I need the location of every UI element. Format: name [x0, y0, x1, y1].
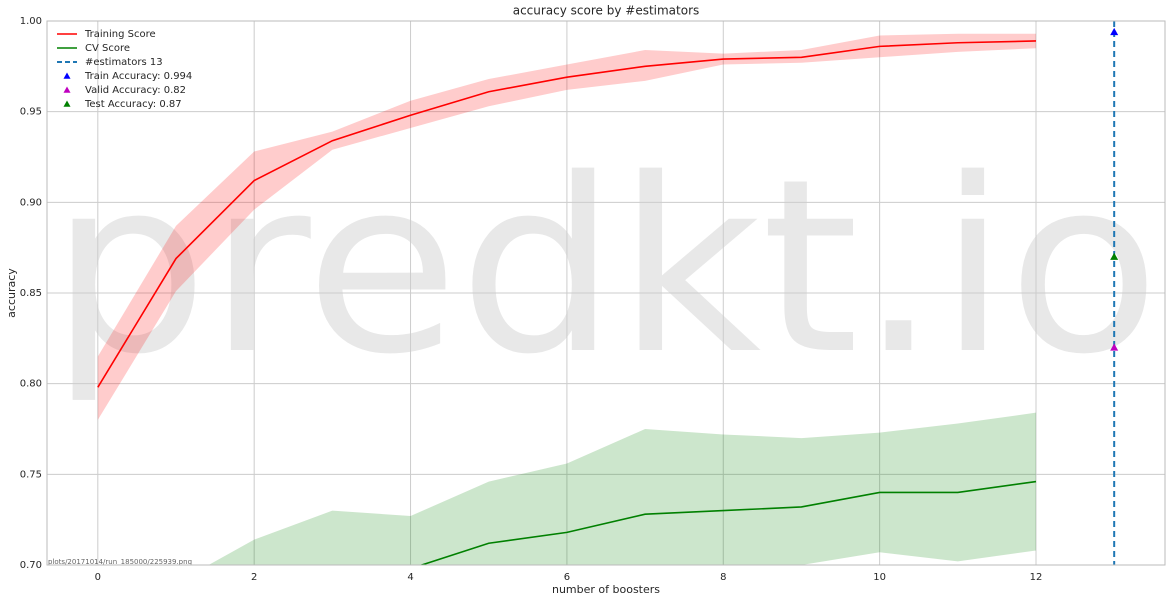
x-axis-label: number of boosters: [552, 583, 660, 596]
legend-swatch: [63, 100, 71, 107]
x-tick-label: 4: [407, 572, 413, 583]
watermark: predkt.io: [50, 127, 1160, 407]
y-tick-label: 0.80: [20, 379, 42, 390]
plot-area: predkt.io: [47, 21, 1165, 565]
error-band: [208, 412, 1036, 565]
footnote: plots/20171014/run_185000/225939.png: [48, 558, 192, 566]
line: [419, 480, 1037, 565]
y-tick-label: 0.90: [20, 197, 42, 208]
legend-label: #estimators 13: [85, 57, 163, 68]
x-tick-label: 12: [1030, 572, 1043, 583]
x-tick-label: 0: [95, 572, 101, 583]
chart-title: accuracy score by #estimators: [513, 4, 700, 18]
y-tick-label: 0.70: [20, 560, 42, 571]
marker: [1110, 27, 1119, 36]
legend-label: Train Accuracy: 0.994: [84, 71, 192, 82]
marker: [1110, 252, 1119, 260]
x-tick-label: 6: [564, 572, 570, 583]
marker: [1110, 343, 1119, 351]
x-tick-label: 2: [251, 572, 257, 583]
legend-label: CV Score: [85, 43, 130, 54]
legend-label: Valid Accuracy: 0.82: [85, 85, 186, 96]
legend-swatch: [63, 72, 71, 79]
x-tick-label: 10: [873, 572, 886, 583]
y-tick-label: 0.95: [20, 107, 42, 118]
legend-label: Test Accuracy: 0.87: [84, 99, 182, 110]
y-tick-label: 1.00: [20, 16, 42, 27]
legend-label: Training Score: [84, 29, 156, 40]
y-axis-label: accuracy: [5, 268, 18, 318]
line: [97, 40, 1037, 388]
x-tick-label: 8: [720, 572, 726, 583]
legend-swatch: [63, 86, 71, 93]
y-tick-label: 0.75: [20, 469, 42, 480]
plot-frame: [46, 20, 1166, 566]
y-tick-label: 0.85: [20, 288, 42, 299]
